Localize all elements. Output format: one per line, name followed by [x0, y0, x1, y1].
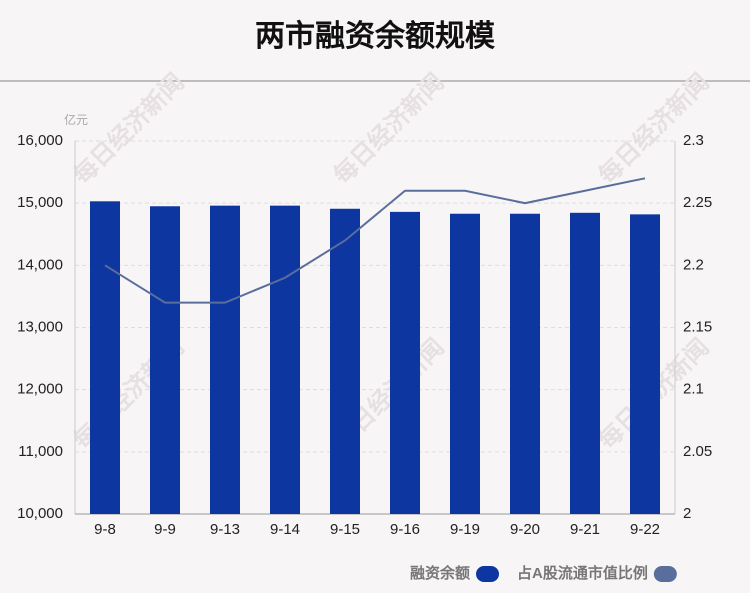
y2-tick-label: 2: [683, 505, 691, 522]
x-tick-label: 9-9: [154, 521, 176, 538]
x-tick-label: 9-21: [570, 521, 600, 538]
x-tick-label: 9-8: [94, 521, 116, 538]
bar: [570, 212, 600, 515]
y2-tick-label: 2.2: [683, 256, 704, 273]
y2-tick-label: 2.25: [683, 194, 712, 211]
legend-label: 融资余额: [410, 564, 470, 582]
y-tick-label: 11,000: [18, 443, 63, 460]
bar: [510, 213, 540, 515]
y-tick-label: 15,000: [17, 194, 63, 211]
bar: [450, 213, 480, 515]
y-tick-label: 14,000: [17, 256, 63, 273]
legend-swatch: [653, 566, 677, 582]
bar: [330, 208, 360, 515]
x-tick-label: 9-19: [450, 521, 480, 538]
y2-tick-label: 2.05: [683, 443, 712, 460]
bar: [150, 206, 180, 514]
legend-swatch: [476, 566, 500, 582]
chart-title: 两市融资余额规模: [255, 19, 495, 53]
bar: [210, 205, 240, 515]
y-tick-label: 13,000: [17, 318, 63, 335]
x-tick-label: 9-16: [390, 521, 420, 538]
x-tick-label: 9-14: [270, 521, 300, 538]
x-tick-label: 9-15: [330, 521, 360, 538]
y2-tick-label: 2.3: [683, 132, 704, 149]
x-tick-label: 9-22: [630, 521, 660, 538]
bar: [630, 214, 660, 514]
bar: [270, 205, 300, 515]
y2-tick-label: 2.15: [683, 318, 712, 335]
legend-label: 占A股流通市值比例: [517, 564, 648, 582]
y-tick-label: 10,000: [17, 505, 63, 522]
bar: [90, 201, 120, 514]
bar: [390, 211, 420, 514]
x-tick-label: 9-20: [510, 521, 540, 538]
x-tick-label: 9-13: [210, 521, 240, 538]
y-unit: 亿元: [64, 112, 88, 127]
y2-tick-label: 2.1: [683, 381, 704, 398]
y-tick-label: 12,000: [17, 381, 63, 398]
y-tick-label: 16,000: [17, 132, 63, 149]
line: [104, 177, 646, 304]
